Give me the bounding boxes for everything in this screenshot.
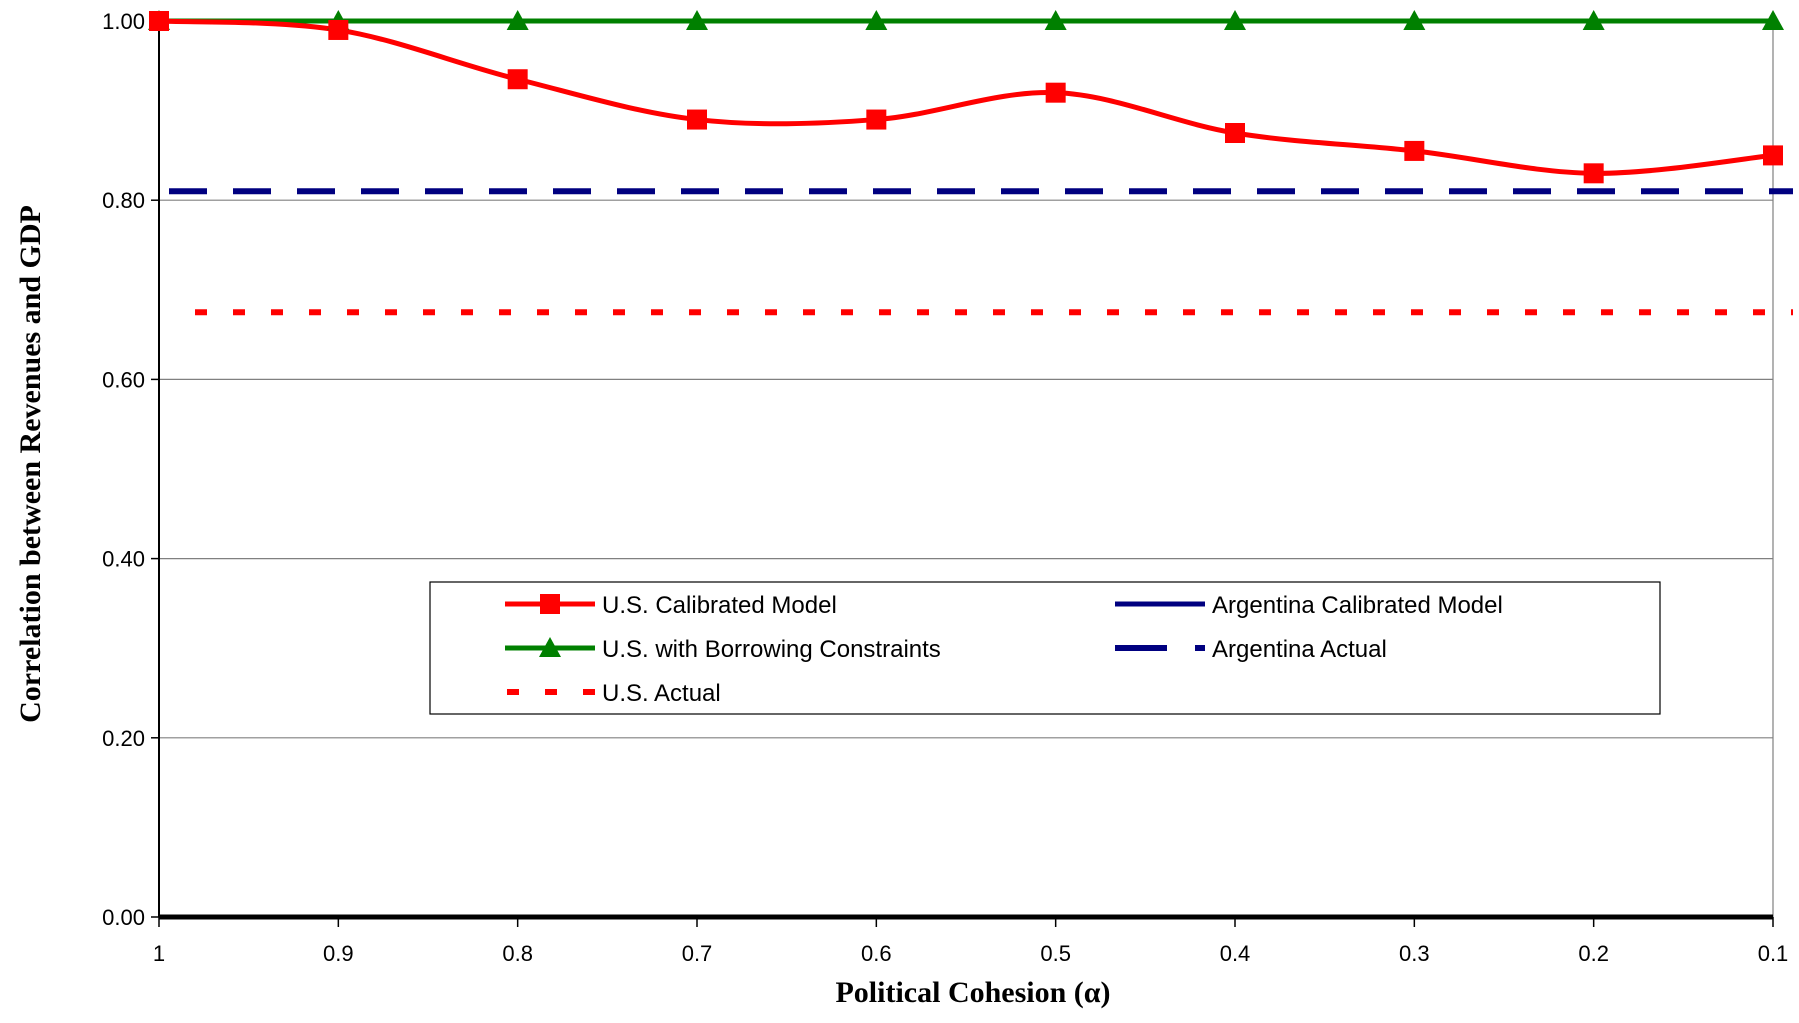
axes: 0.00 0.20 0.40 0.60 0.80 1.00 1 0.9 0.8 0.7 0.6 0.5…: [102, 9, 1788, 966]
data-point-0: [687, 109, 707, 130]
legend-label: Argentina Actual: [1212, 636, 1387, 663]
legend-label: U.S. with Borrowing Constraints: [602, 636, 941, 663]
y-tick-label: 0.20: [102, 726, 145, 751]
x-tick-label: 0.6: [861, 941, 892, 966]
x-tick-label: 0.4: [1220, 941, 1251, 966]
data-point-1: [506, 10, 529, 30]
legend-label: U.S. Actual: [602, 680, 721, 707]
x-tick-label: 0.7: [682, 941, 713, 966]
y-tick-label: 1.00: [102, 9, 145, 34]
legend-box: [429, 581, 1661, 715]
legend-marker: [539, 637, 561, 657]
data-point-1: [1224, 10, 1246, 30]
y-tick-label: 0.00: [102, 905, 145, 930]
x-axis-title: Political Cohesion (α): [835, 976, 1110, 1009]
y-tick-label: 0.60: [102, 367, 145, 392]
data-point-0: [1045, 82, 1066, 103]
x-tick-label: 0.9: [323, 941, 354, 966]
y-axis-title: Correlation between Revenues and GDP: [14, 205, 47, 723]
data-point-1: [1403, 10, 1426, 30]
y-tick-label: 0.40: [102, 547, 145, 572]
x-tick-label: 0.3: [1399, 941, 1430, 966]
x-tick-label: 0.1: [1758, 941, 1789, 966]
y-tick-label: 0.80: [102, 188, 145, 213]
data-point-1: [1582, 10, 1605, 30]
series-markers: [148, 10, 1784, 184]
data-point-1: [1762, 10, 1784, 30]
series-line-0: [158, 18, 1774, 176]
data-point-0: [507, 69, 528, 90]
legend-label: Argentina Calibrated Model: [1212, 592, 1503, 619]
x-tick-label: 0.5: [1040, 941, 1071, 966]
data-point-0: [328, 19, 349, 40]
data-point-0: [1763, 145, 1783, 166]
data-point-1: [865, 10, 888, 30]
x-tick-label: 0.8: [502, 941, 533, 966]
legend-label: U.S. Calibrated Model: [602, 592, 837, 619]
x-tick-label: 1: [153, 941, 165, 966]
data-point-0: [149, 11, 169, 31]
data-point-1: [686, 10, 708, 30]
data-point-0: [1583, 163, 1604, 184]
gridlines: [159, 20, 1774, 917]
series-lines: [158, 18, 1793, 316]
data-point-1: [1044, 10, 1067, 30]
legend-marker: [540, 594, 560, 614]
data-point-0: [1225, 123, 1245, 143]
data-point-0: [1404, 140, 1425, 161]
legend: U.S. Calibrated Model Argentina Calibrate…: [429, 581, 1661, 715]
x-tick-label: 0.2: [1578, 941, 1609, 966]
data-point-0: [866, 109, 887, 130]
